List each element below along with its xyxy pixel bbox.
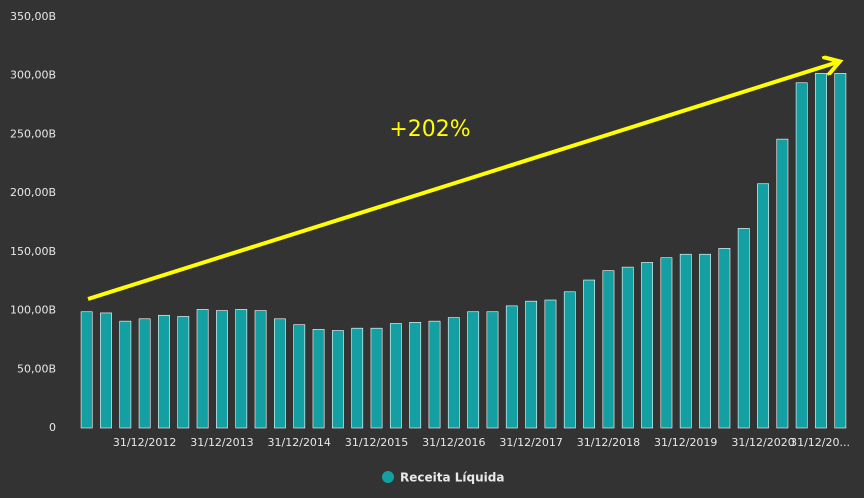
y-tick-label: 150,00B (10, 245, 56, 258)
bar (486, 311, 499, 429)
x-tick-label: 31/12/2013 (190, 436, 253, 449)
bar (583, 279, 596, 429)
bar (467, 311, 480, 429)
x-tick-label: 31/12/2019 (654, 436, 717, 449)
y-tick-label: 50,00B (17, 362, 56, 375)
bar (428, 320, 441, 429)
bar (815, 73, 827, 429)
bar (563, 291, 576, 429)
bar (80, 311, 93, 429)
trend-arrow (87, 62, 838, 301)
bar (718, 248, 731, 429)
legend-swatch (382, 471, 394, 483)
bar (660, 257, 673, 429)
y-tick-label: 300,00B (10, 69, 56, 82)
bar (177, 316, 190, 429)
x-tick-label: 31/12/2012 (113, 436, 176, 449)
bar (254, 310, 267, 429)
bar (776, 138, 789, 429)
y-tick-label: 100,00B (10, 304, 56, 317)
x-tick-label: 31/12/2016 (422, 436, 485, 449)
bar (699, 253, 711, 429)
bar (834, 73, 847, 429)
annotation: +202% (389, 117, 470, 142)
bar (505, 305, 518, 429)
x-tick-label: 31/12/2020 (731, 436, 794, 449)
bar (196, 309, 209, 429)
bar (447, 317, 460, 429)
y-tick-label: 200,00B (10, 186, 56, 199)
bar (621, 266, 634, 429)
bar (100, 312, 112, 429)
bar (737, 228, 750, 429)
bar (235, 309, 248, 429)
x-tick-label: 31/12/2018 (577, 436, 640, 449)
bar (351, 327, 364, 429)
y-tick-label: 250,00B (10, 127, 56, 140)
y-tick-label: 350,00B (10, 10, 56, 23)
bar (138, 318, 151, 429)
bar (757, 183, 769, 429)
bar (274, 318, 286, 429)
x-tick-label: 31/12/2017 (499, 436, 562, 449)
x-tick-label: 31/12/2014 (268, 436, 331, 449)
y-tick-label: 0 (49, 421, 56, 434)
bar (641, 262, 653, 429)
bar (331, 330, 344, 429)
bar (370, 327, 383, 429)
x-tick-label: 31/12/2015 (345, 436, 408, 449)
bar (389, 323, 402, 429)
bar (158, 314, 170, 429)
bar (795, 82, 808, 429)
bar (602, 270, 615, 429)
x-tick-label: 31/12/20... (790, 436, 850, 449)
bar (293, 324, 306, 429)
bar (409, 322, 422, 429)
legend-label: Receita Líquida (400, 471, 504, 485)
bar (119, 320, 132, 429)
bar (216, 310, 228, 429)
bar (525, 300, 538, 429)
bar (679, 253, 692, 429)
bar (544, 299, 557, 429)
bar (312, 329, 325, 429)
